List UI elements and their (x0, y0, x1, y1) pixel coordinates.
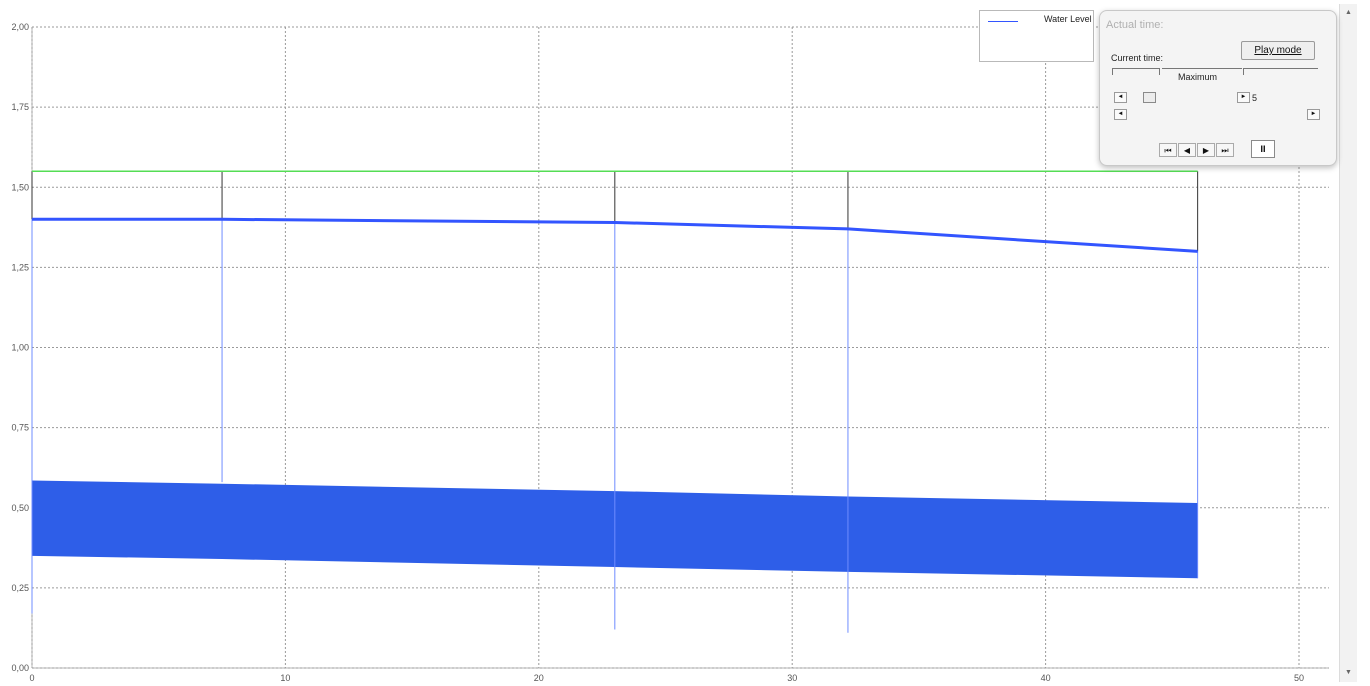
vertical-scrollbar[interactable]: ▲ ▼ (1339, 4, 1357, 682)
play-mode-button[interactable]: Play mode (1241, 41, 1315, 60)
pause-button[interactable]: II (1251, 140, 1275, 158)
time-slider-left-button[interactable]: ◄ (1114, 109, 1127, 120)
y-tick-label: 1,50 (11, 182, 29, 192)
x-tick-label: 50 (1294, 673, 1304, 683)
y-tick-label: 1,25 (11, 262, 29, 272)
chart-legend: Water Level (979, 10, 1094, 62)
maximum-value: 5 (1252, 93, 1258, 103)
maximum-bracket (1162, 68, 1242, 75)
x-tick-label: 0 (29, 673, 34, 683)
first-frame-button[interactable]: ⏮ (1159, 143, 1177, 157)
previous-frame-button[interactable]: ◀ (1178, 143, 1196, 157)
x-tick-label: 30 (787, 673, 797, 683)
legend-swatch-water-level (988, 21, 1018, 22)
scroll-up-arrow[interactable]: ▲ (1345, 9, 1352, 16)
y-tick-label: 0,50 (11, 503, 29, 513)
current-time-bracket (1112, 68, 1160, 75)
chart-tick-labels: 0 10 20 30 40 50 0,00 0,25 0,50 0,75 1,00 1,25 1,50 1… (11, 22, 1304, 683)
y-tick-label: 0,00 (11, 663, 29, 673)
next-frame-button[interactable]: ▶ (1197, 143, 1215, 157)
panel-title: Actual time: (1106, 19, 1164, 31)
legend-label-water-level: Water Level (1044, 14, 1092, 24)
x-tick-label: 40 (1041, 673, 1051, 683)
play-mode-label: Play mode (1254, 45, 1302, 56)
time-slider-right-button[interactable]: ► (1307, 109, 1320, 120)
maximum-label: Maximum (1178, 72, 1218, 82)
current-time-label: Current time: (1111, 53, 1164, 63)
y-tick-label: 0,25 (11, 583, 29, 593)
maximum-bracket-right (1243, 68, 1318, 75)
maximum-increase-button[interactable]: ► (1237, 92, 1250, 103)
water-level-line (32, 217, 1198, 253)
current-time-decrease-button[interactable]: ◄ (1114, 92, 1127, 103)
last-frame-button[interactable]: ⏭ (1216, 143, 1234, 157)
x-tick-label: 20 (534, 673, 544, 683)
y-tick-label: 1,75 (11, 102, 29, 112)
chart-series (31, 170, 1199, 633)
y-tick-label: 0,75 (11, 423, 29, 433)
current-time-slider-thumb[interactable] (1143, 92, 1156, 103)
y-tick-label: 2,00 (11, 22, 29, 32)
play-control-panel[interactable]: Actual time: Play mode Current time: Max… (1099, 10, 1337, 166)
x-tick-label: 10 (280, 673, 290, 683)
y-tick-label: 1,00 (11, 343, 29, 353)
scroll-down-arrow[interactable]: ▼ (1345, 669, 1352, 676)
